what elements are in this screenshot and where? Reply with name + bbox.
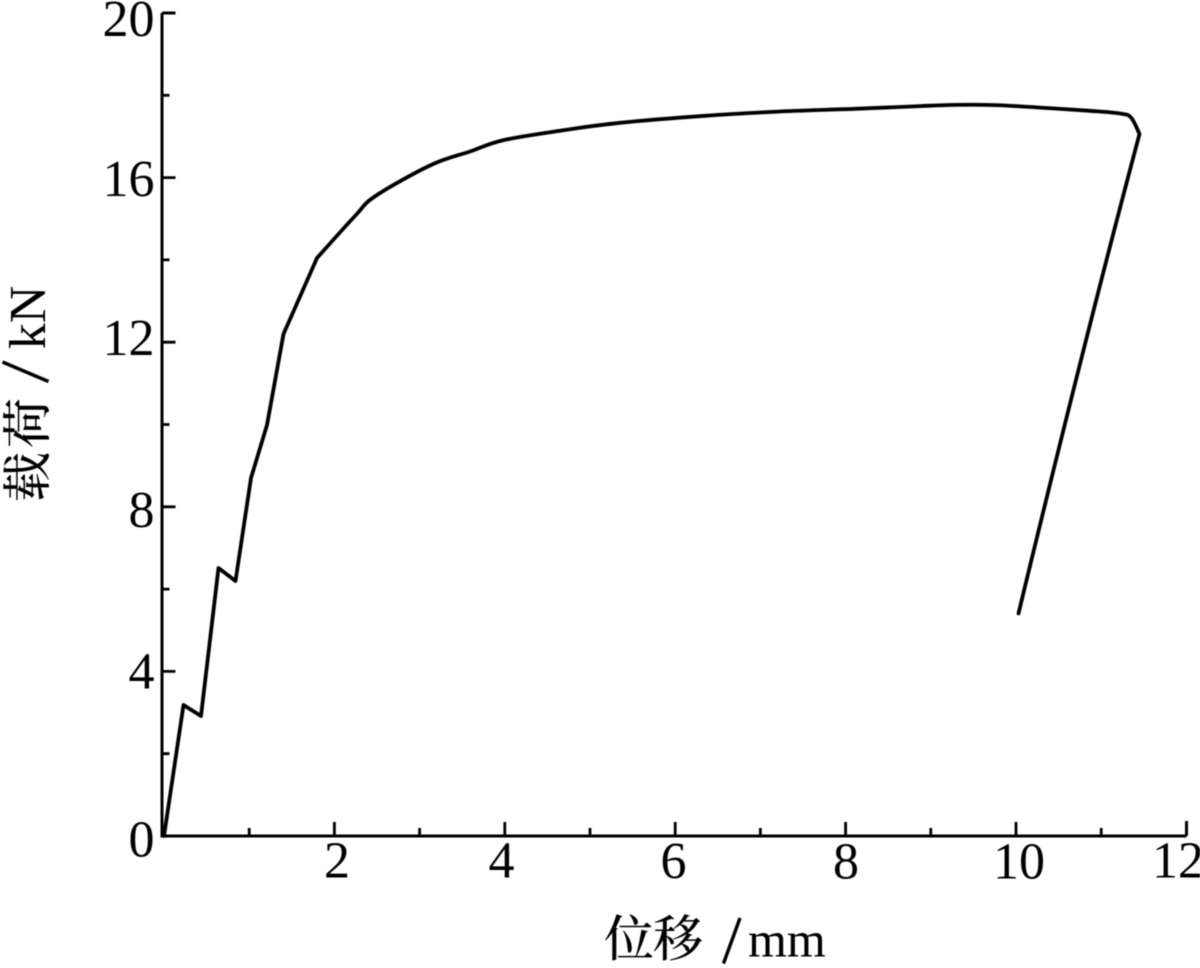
svg-text:2: 2 [324, 833, 350, 890]
svg-text:8: 8 [129, 482, 155, 539]
svg-text:10: 10 [993, 834, 1045, 891]
svg-text:0: 0 [129, 812, 155, 869]
svg-text:6: 6 [661, 833, 687, 890]
svg-text:8: 8 [833, 834, 859, 891]
svg-text:mm: mm [748, 911, 826, 967]
svg-text:20: 20 [103, 0, 155, 48]
svg-text:4: 4 [489, 833, 515, 890]
svg-text:12: 12 [1152, 833, 1200, 890]
svg-text:16: 16 [103, 151, 155, 208]
svg-text:kN: kN [0, 286, 57, 350]
svg-text:12: 12 [103, 310, 155, 367]
svg-text:4: 4 [129, 644, 155, 701]
